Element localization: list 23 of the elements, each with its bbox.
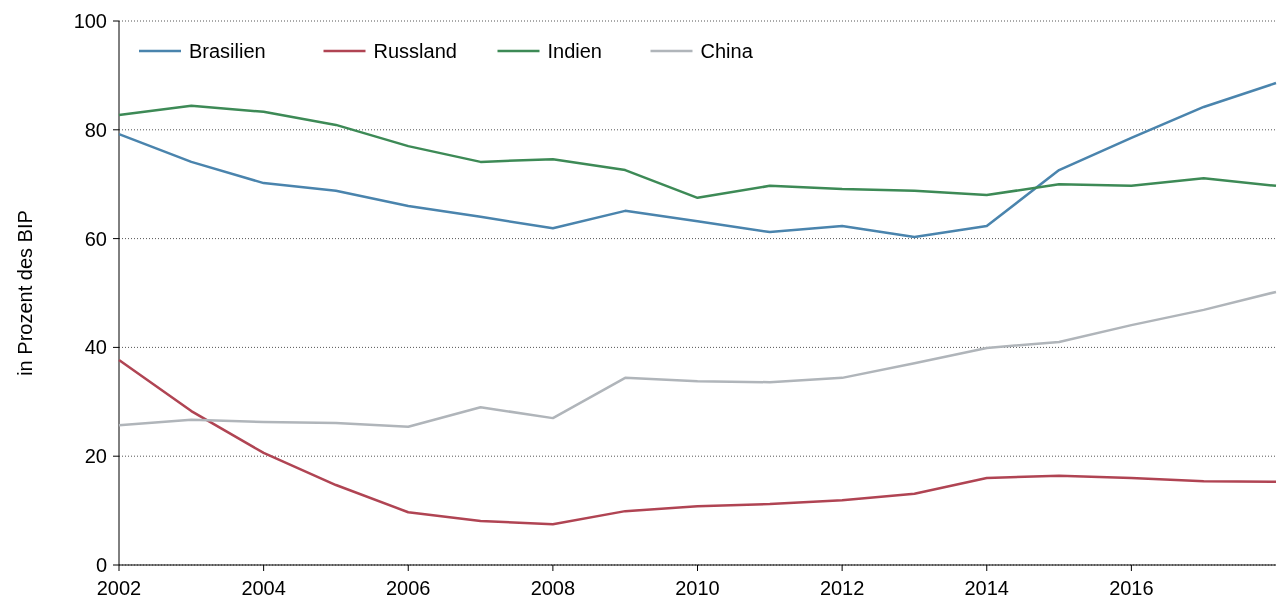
- y-tick-label: 20: [84, 445, 107, 468]
- legend-label: Brasilien: [189, 40, 266, 62]
- x-tick-label: 2002: [96, 577, 142, 599]
- y-tick-label: 100: [73, 10, 107, 32]
- x-tick-label: 2012: [819, 577, 865, 599]
- legend-label: Russland: [373, 40, 457, 62]
- line-series: [117, 290, 1278, 429]
- line-series: [117, 358, 1278, 526]
- y-tick-label: 60: [84, 227, 107, 250]
- x-tick-label: 2006: [386, 577, 431, 599]
- legend-label: Indien: [547, 40, 602, 62]
- x-tick-label: 2008: [530, 577, 576, 599]
- y-tick-label: 0: [95, 554, 107, 576]
- y-tick-label: 40: [84, 336, 107, 359]
- x-tick-label: 2016: [1109, 577, 1154, 599]
- y-axis-title: in Prozent des BIP: [14, 210, 36, 376]
- line-series: [117, 104, 1278, 200]
- x-tick-label: 2010: [675, 577, 720, 599]
- x-tick-label: 2014: [964, 577, 1009, 599]
- legend-label: China: [700, 40, 754, 62]
- line-series: [117, 81, 1278, 239]
- y-tick-label: 80: [84, 118, 107, 141]
- x-tick-label: 2004: [241, 577, 286, 599]
